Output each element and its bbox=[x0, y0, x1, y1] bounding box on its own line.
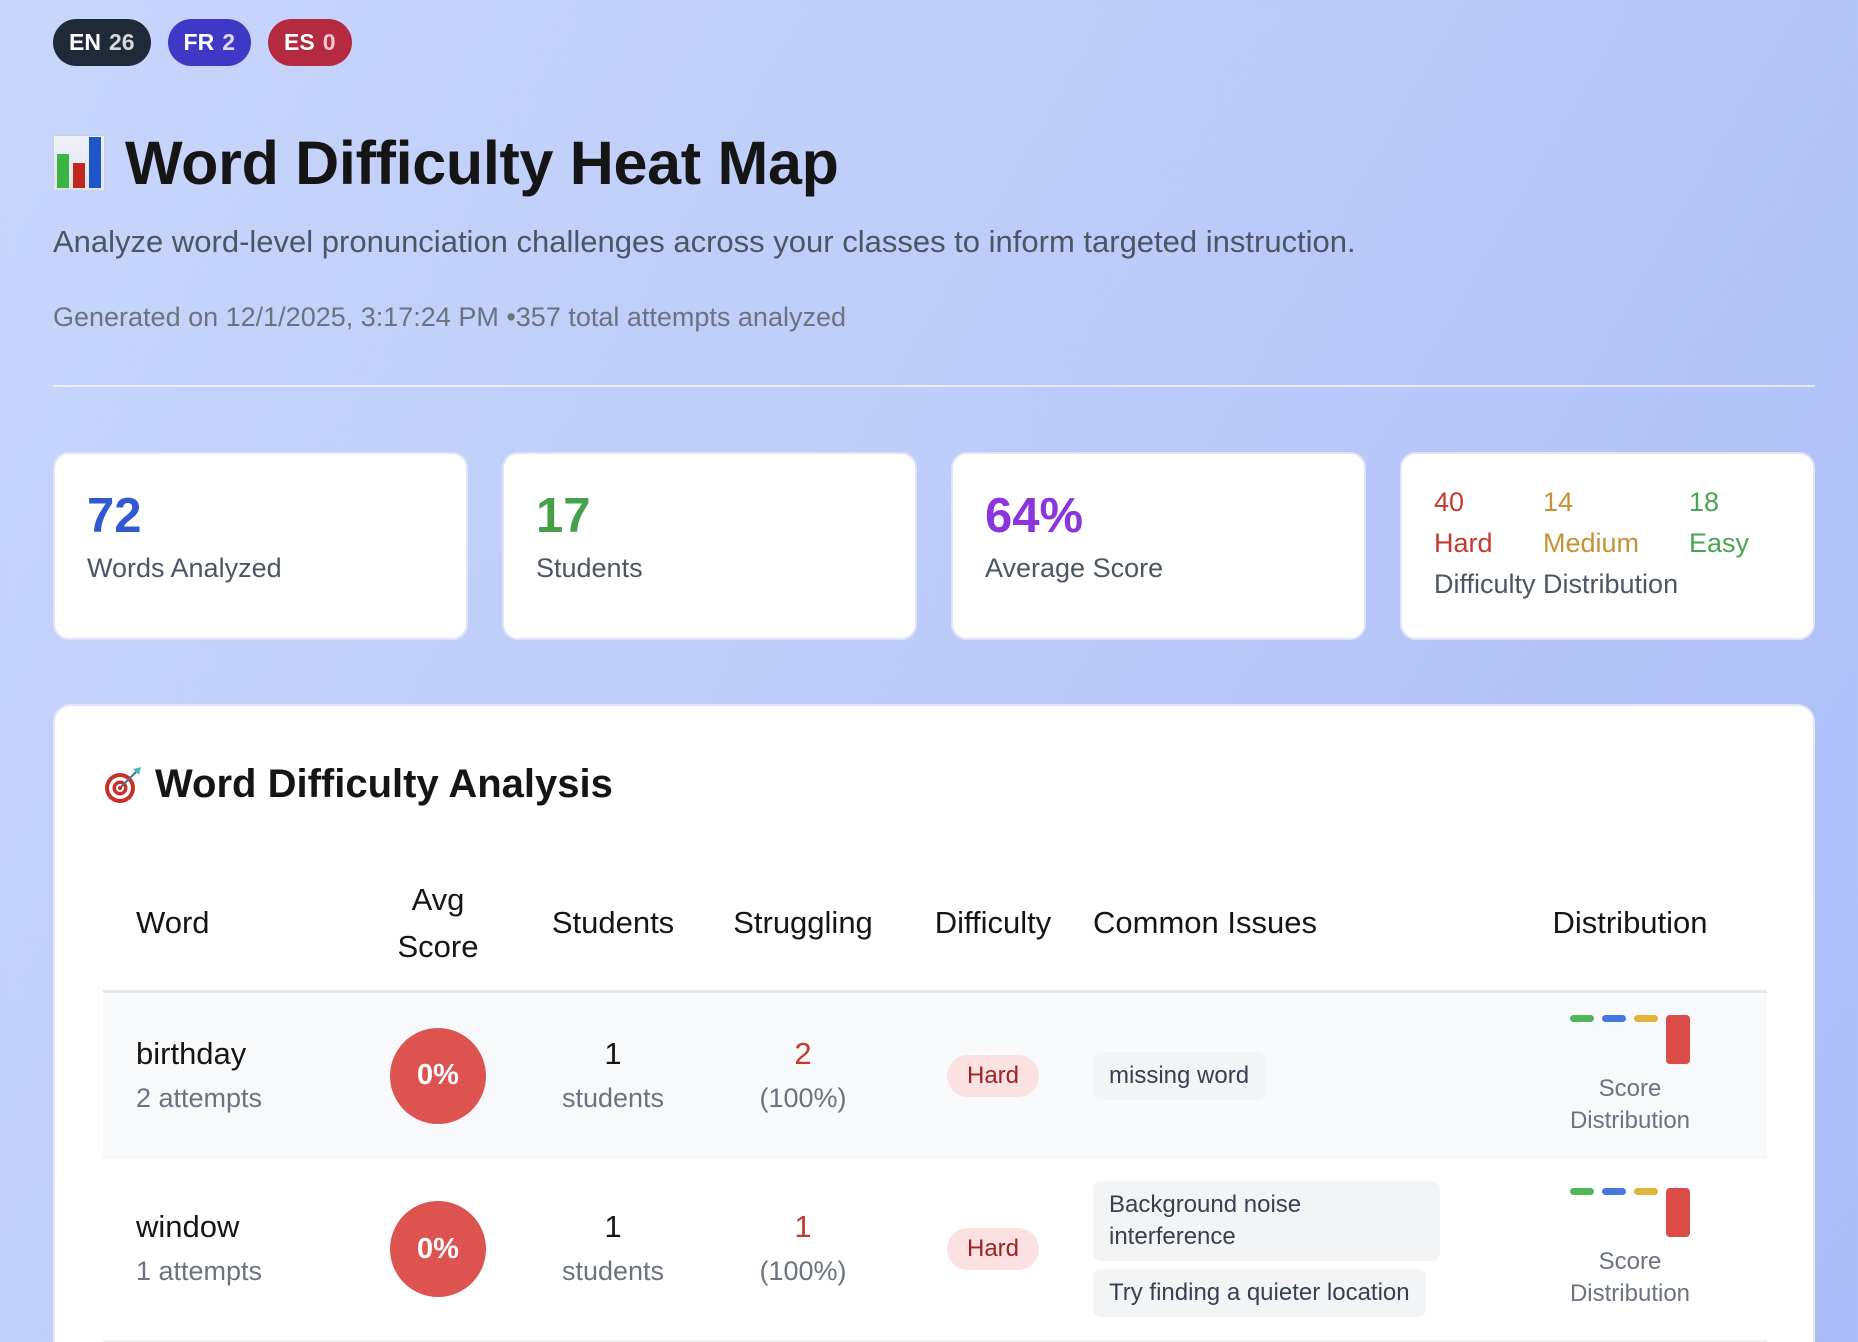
score-distribution-chart: Score Distribution bbox=[1493, 1188, 1767, 1310]
score-badge: 0% bbox=[390, 1027, 486, 1124]
difficulty-counts: 40 Hard 14 Medium 18 Easy bbox=[1434, 482, 1781, 564]
panel-title: Word Difficulty Analysis bbox=[155, 762, 613, 806]
column-header-common-issues[interactable]: Common Issues bbox=[1083, 856, 1493, 993]
stat-label: Students bbox=[536, 553, 643, 583]
badge-code: FR bbox=[183, 29, 215, 55]
word-analysis-panel: Word Difficulty Analysis Word Avg Score … bbox=[53, 704, 1815, 1342]
distribution-cell: Score Distribution bbox=[1493, 991, 1767, 1159]
word-cell: birthday 2 attempts bbox=[103, 991, 353, 1159]
stat-value: 17 bbox=[536, 489, 591, 543]
language-badge-fr[interactable]: FR 2 bbox=[167, 19, 252, 66]
target-icon bbox=[105, 766, 141, 803]
column-header-difficulty[interactable]: Difficulty bbox=[903, 856, 1083, 993]
stat-label: Average Score bbox=[985, 553, 1164, 583]
issues-cell: missing word bbox=[1083, 991, 1493, 1159]
issues-cell: Background noise interference Try findin… bbox=[1083, 1159, 1493, 1342]
page-header: Word Difficulty Heat Map bbox=[53, 128, 839, 198]
distribution-cell: Score Distribution bbox=[1493, 1159, 1767, 1342]
badge-code: ES bbox=[284, 29, 315, 55]
difficulty-cell: Hard bbox=[903, 1159, 1083, 1342]
hard-count: 40 Hard bbox=[1434, 487, 1493, 558]
score-distribution-chart: Score Distribution bbox=[1493, 1014, 1767, 1137]
header-divider bbox=[53, 385, 1815, 387]
language-badges: EN 26 FR 2 ES 0 bbox=[53, 19, 352, 66]
difficulty-cell: Hard bbox=[903, 991, 1083, 1159]
struggling-cell: 2 (100%) bbox=[703, 991, 903, 1159]
word-difficulty-table: Word Avg Score Students Struggling Diffi… bbox=[103, 856, 1767, 1342]
stat-label: Words Analyzed bbox=[87, 553, 282, 583]
badge-count: 2 bbox=[222, 29, 236, 55]
students-cell: 1 students bbox=[523, 991, 703, 1159]
avg-score-cell: 0% bbox=[353, 991, 523, 1159]
table-row[interactable]: window 1 attempts 0% 1 students 1 (100%) bbox=[103, 1159, 1767, 1342]
word-text: window bbox=[136, 1209, 240, 1245]
badge-count: 26 bbox=[108, 29, 135, 55]
column-header-avg-score[interactable]: Avg Score bbox=[353, 856, 523, 993]
difficulty-badge: Hard bbox=[946, 1054, 1040, 1097]
bar-chart-icon bbox=[53, 135, 105, 191]
medium-count: 14 Medium bbox=[1543, 487, 1640, 558]
issue-tag: Try finding a quieter location bbox=[1093, 1269, 1426, 1318]
stat-value: 72 bbox=[87, 489, 142, 543]
stats-cards: 72 Words Analyzed 17 Students 64% Averag… bbox=[53, 452, 1815, 640]
stat-card-average: 64% Average Score bbox=[951, 452, 1366, 640]
stat-card-students: 17 Students bbox=[502, 452, 917, 640]
column-header-students[interactable]: Students bbox=[523, 856, 703, 993]
stat-card-difficulty-distribution: 40 Hard 14 Medium 18 Easy Difficulty Dis… bbox=[1400, 452, 1815, 640]
badge-count: 0 bbox=[322, 29, 336, 55]
issue-tag: missing word bbox=[1093, 1051, 1266, 1100]
column-header-struggling[interactable]: Struggling bbox=[703, 856, 903, 993]
table-row[interactable]: birthday 2 attempts 0% 1 students 2 (100… bbox=[103, 991, 1767, 1159]
stat-label: Difficulty Distribution bbox=[1434, 569, 1679, 599]
issue-tag: Background noise interference bbox=[1093, 1181, 1440, 1262]
badge-code: EN bbox=[69, 29, 101, 55]
attempts-count: 1 attempts bbox=[136, 1256, 263, 1287]
stat-value: 64% bbox=[985, 489, 1084, 543]
column-header-distribution[interactable]: Distribution bbox=[1493, 856, 1767, 993]
easy-count: 18 Easy bbox=[1689, 487, 1750, 558]
word-text: birthday bbox=[136, 1035, 247, 1071]
language-badge-es[interactable]: ES 0 bbox=[268, 19, 352, 66]
table-header-row: Word Avg Score Students Struggling Diffi… bbox=[103, 856, 1767, 993]
struggling-cell: 1 (100%) bbox=[703, 1159, 903, 1342]
language-badge-en[interactable]: EN 26 bbox=[53, 19, 151, 66]
students-cell: 1 students bbox=[523, 1159, 703, 1342]
avg-score-cell: 0% bbox=[353, 1159, 523, 1342]
page-subtitle: Analyze word-level pronunciation challen… bbox=[53, 224, 1356, 259]
difficulty-badge: Hard bbox=[946, 1228, 1040, 1271]
panel-header: Word Difficulty Analysis bbox=[103, 762, 613, 807]
column-header-word[interactable]: Word bbox=[103, 856, 353, 993]
score-badge: 0% bbox=[390, 1201, 486, 1298]
stat-card-words: 72 Words Analyzed bbox=[53, 452, 468, 640]
generated-meta: Generated on 12/1/2025, 3:17:24 PM •357 … bbox=[53, 302, 846, 332]
page-title: Word Difficulty Heat Map bbox=[125, 129, 839, 197]
attempts-count: 2 attempts bbox=[136, 1082, 263, 1113]
word-cell: window 1 attempts bbox=[103, 1159, 353, 1342]
